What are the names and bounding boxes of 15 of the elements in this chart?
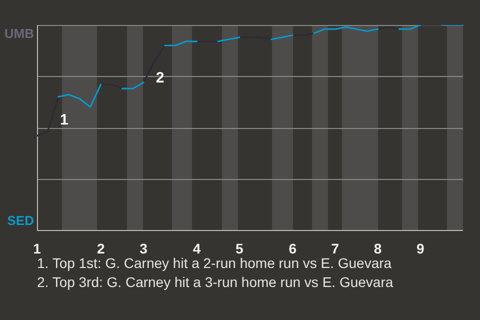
x-tick-label: 3 xyxy=(140,240,148,256)
text: 2. Top 3rd: G. Carney hit a 3-run home run vs E. Guevara xyxy=(37,273,394,292)
x-tick-label: 5 xyxy=(235,240,244,256)
x-tick-label: 7 xyxy=(331,240,340,256)
x-tick-label: 2 xyxy=(97,240,105,256)
x-tick-label: 6 xyxy=(288,240,297,256)
annotation: 2 xyxy=(156,69,164,86)
text: 1. Top 1st: G. Carney hit a 2-run home run vs E. Guevara xyxy=(37,254,393,273)
text: SED xyxy=(6,213,34,228)
annotation: 1 xyxy=(60,111,68,128)
text: UMB xyxy=(3,26,34,41)
x-tick-label: 9 xyxy=(416,240,424,256)
x-tick-label: 4 xyxy=(192,240,201,256)
x-tick-label: 8 xyxy=(374,240,382,256)
x-tick-label: 1 xyxy=(33,240,42,256)
